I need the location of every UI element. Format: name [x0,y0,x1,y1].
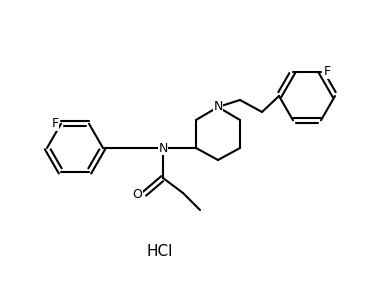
Text: F: F [323,65,331,78]
Text: O: O [132,189,142,201]
Text: N: N [213,100,223,114]
Text: HCl: HCl [147,244,173,260]
Text: N: N [158,142,168,154]
Text: F: F [51,117,59,130]
